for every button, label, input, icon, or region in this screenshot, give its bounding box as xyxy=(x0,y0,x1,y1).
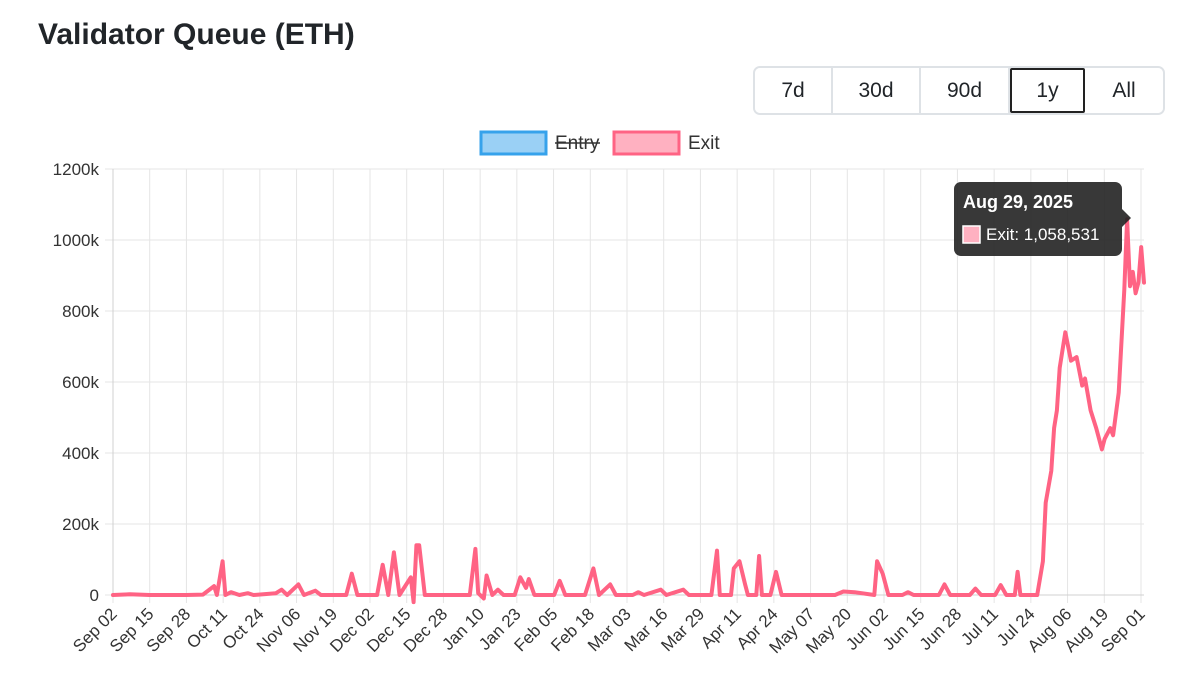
y-tick-label: 600k xyxy=(62,373,99,392)
chart-tooltip: Aug 29, 2025 Exit: 1,058,531 xyxy=(954,182,1131,256)
y-tick-label: 200k xyxy=(62,515,99,534)
series-line-exit xyxy=(111,217,1146,605)
y-tick-label: 0 xyxy=(90,586,99,605)
legend-swatch-exit xyxy=(612,130,681,156)
range-30d-button[interactable]: 30d xyxy=(833,68,921,113)
range-1y-button[interactable]: 1y xyxy=(1010,68,1085,113)
range-all-button[interactable]: All xyxy=(1085,68,1163,113)
tooltip-title: Aug 29, 2025 xyxy=(963,192,1073,212)
x-tick-label: Jul 11 xyxy=(957,604,1002,649)
legend-item-entry[interactable]: Entry xyxy=(479,130,600,156)
tooltip-box xyxy=(954,182,1122,256)
y-tick-label: 800k xyxy=(62,302,99,321)
legend-item-exit[interactable]: Exit xyxy=(612,130,720,156)
y-tick-label: 400k xyxy=(62,444,99,463)
y-axis-ticks: 0 200k 400k 600k 800k 1000k 1200k xyxy=(53,160,100,605)
x-tick-label: Jun 28 xyxy=(916,604,966,654)
time-range-selector: 7d 30d 90d 1y All xyxy=(753,66,1165,115)
legend-label-exit: Exit xyxy=(688,133,720,154)
legend-swatch-entry xyxy=(479,130,548,156)
y-tick-label: 1200k xyxy=(53,160,100,179)
y-tick-label: 1000k xyxy=(53,231,100,250)
range-7d-button[interactable]: 7d xyxy=(755,68,833,113)
chart-legend: Entry Exit xyxy=(479,130,720,156)
page-title: Validator Queue (ETH) xyxy=(38,18,355,51)
tooltip-label: Exit: 1,058,531 xyxy=(986,225,1099,244)
tooltip-swatch xyxy=(962,225,981,244)
chart-series xyxy=(111,217,1146,605)
range-90d-button[interactable]: 90d xyxy=(921,68,1010,113)
